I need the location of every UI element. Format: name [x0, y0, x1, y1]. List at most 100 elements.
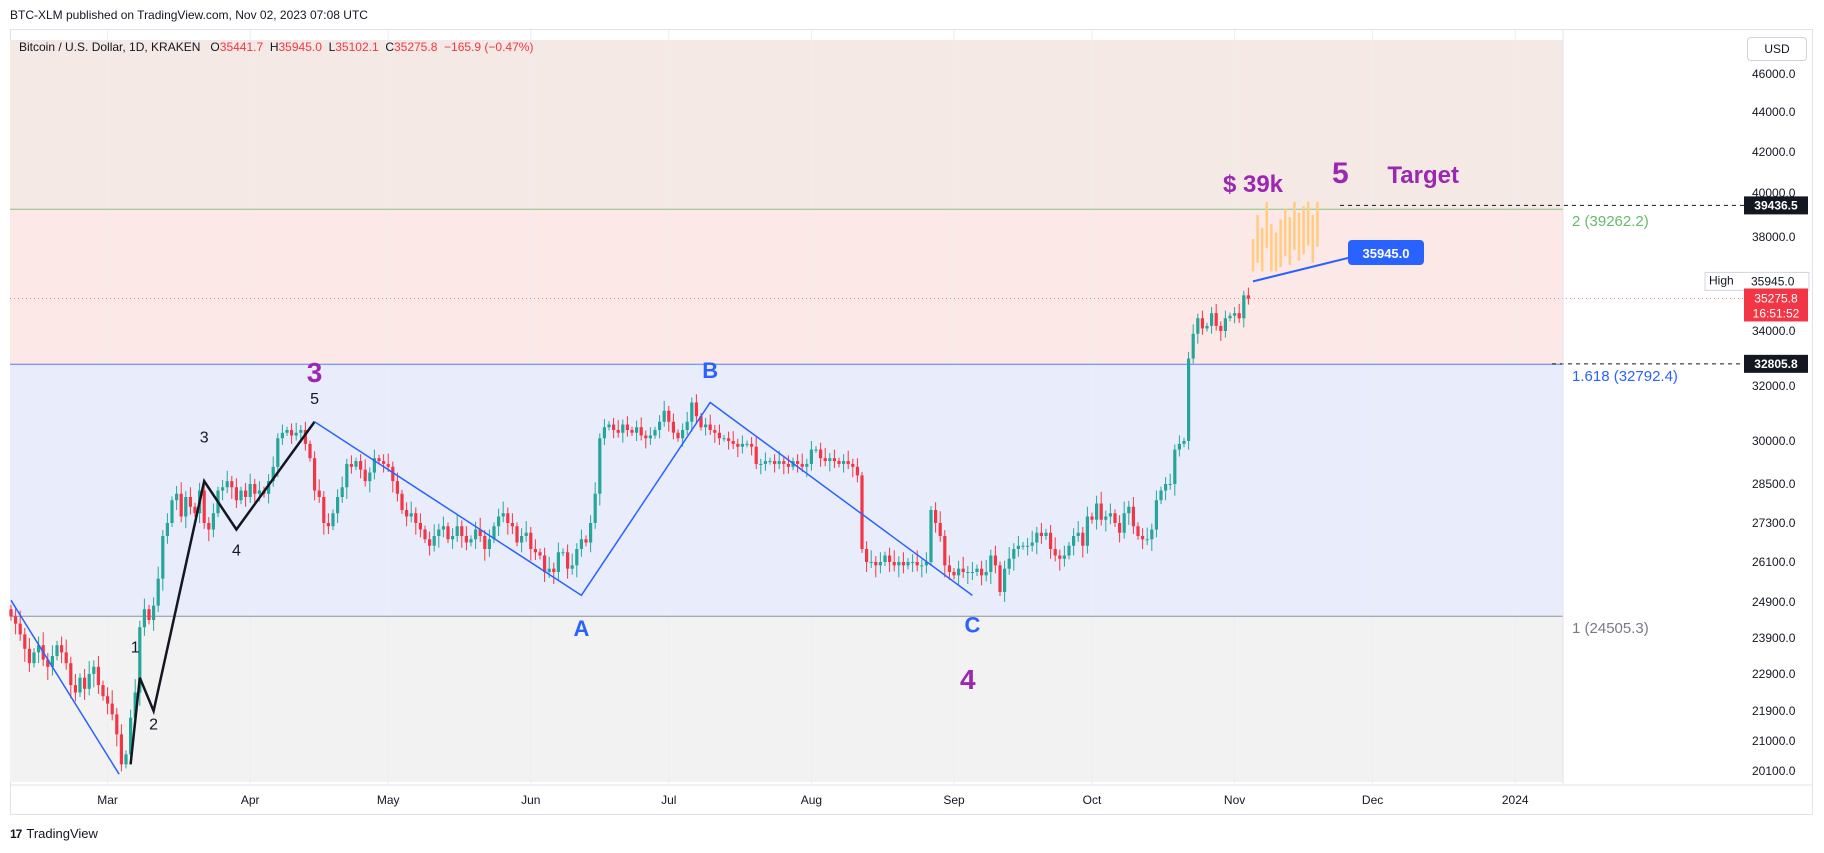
candle [23, 627, 27, 662]
candle-body [681, 430, 685, 439]
candle [1085, 506, 1089, 554]
candle [589, 515, 593, 553]
candle [911, 554, 915, 572]
candle [230, 475, 234, 499]
candle-body [110, 703, 114, 715]
candle [165, 513, 169, 544]
candle-body [786, 463, 790, 467]
candle [943, 530, 947, 578]
candle [1067, 541, 1071, 560]
candle-body [1191, 333, 1195, 359]
currency-button[interactable]: USD [1747, 37, 1807, 61]
candle [1200, 310, 1204, 335]
symbol-name[interactable]: Bitcoin / U.S. Dollar, 1D, KRAKEN [19, 40, 201, 54]
projection-box [1348, 240, 1424, 265]
candle-body [441, 526, 445, 530]
candle-body [1154, 500, 1158, 530]
candle [727, 431, 731, 450]
candle [796, 454, 800, 473]
wave-label: 1 [131, 639, 140, 656]
candle [989, 549, 993, 584]
candle [722, 434, 726, 442]
candle-body [377, 458, 381, 462]
price-tag: 35275.816:51:52 [1744, 288, 1808, 322]
wave-label: C [964, 613, 980, 638]
candle [1095, 495, 1099, 530]
candle [1053, 537, 1057, 562]
candle [598, 433, 602, 506]
candle-body [211, 513, 215, 530]
candle-body [129, 717, 133, 755]
x-tick-label: 2024 [1502, 793, 1529, 807]
candle [773, 454, 777, 473]
candle-body [336, 497, 340, 514]
candle-body [280, 432, 284, 439]
candle-body [83, 677, 87, 689]
wave-label: 2 [149, 716, 158, 733]
candle [934, 502, 938, 533]
candle-body [938, 523, 942, 536]
candle [27, 638, 31, 672]
candle-body [1095, 503, 1099, 520]
candle [1118, 515, 1122, 543]
candle [920, 559, 924, 578]
candle-body [888, 555, 892, 562]
candle-body [257, 490, 261, 494]
candle-body [1081, 532, 1085, 546]
candle-body [14, 616, 18, 624]
candle [584, 535, 588, 547]
y-tick-label: 30000.0 [1752, 434, 1796, 448]
y-tick-label: 34000.0 [1752, 324, 1796, 338]
candle [653, 426, 657, 439]
candle [915, 550, 919, 572]
candle [662, 400, 666, 427]
candle [1049, 524, 1053, 559]
candle-body [170, 500, 174, 523]
candle-body [865, 549, 869, 562]
wave-label: $ 39k [1223, 171, 1284, 198]
y-tick-label: 32000.0 [1752, 379, 1796, 393]
candle [469, 535, 473, 547]
x-tick-label: Sep [943, 793, 965, 807]
candle [957, 560, 961, 586]
candle-body [524, 532, 528, 536]
candle [32, 648, 36, 668]
candle-body [639, 427, 643, 436]
candle-body [874, 562, 878, 566]
candle [1012, 543, 1016, 571]
candle [1104, 510, 1108, 532]
candle-body [754, 446, 758, 464]
candle-body [32, 652, 36, 664]
candle [106, 687, 110, 715]
candle [294, 422, 298, 441]
candle-body [46, 659, 50, 667]
candle-body [607, 424, 611, 428]
candle-body [906, 562, 910, 566]
candle-body [69, 663, 73, 686]
candle-body [621, 424, 625, 433]
candle [1159, 486, 1163, 505]
close-value: 35275.8 [393, 40, 438, 54]
candle-body [349, 463, 353, 467]
y-tick-label: 26100.0 [1752, 555, 1796, 569]
candle-body [671, 421, 675, 433]
candle-body [855, 466, 859, 476]
candle-body [625, 424, 629, 430]
candle [1214, 303, 1218, 331]
candle-body [460, 526, 464, 536]
candle [676, 429, 680, 442]
candle-body [556, 552, 560, 572]
candle [253, 478, 257, 506]
candle-body [869, 562, 873, 563]
candle [924, 552, 928, 574]
y-tick-label: 42000.0 [1752, 145, 1796, 159]
elliott-prior-leg [10, 599, 120, 775]
x-tick-label: Mar [97, 793, 118, 807]
candle [635, 420, 639, 441]
candle [239, 486, 243, 505]
y-tick-label: 38000.0 [1752, 230, 1796, 244]
candle-body [409, 513, 413, 517]
candle [759, 458, 763, 475]
candle-body [1246, 295, 1250, 299]
